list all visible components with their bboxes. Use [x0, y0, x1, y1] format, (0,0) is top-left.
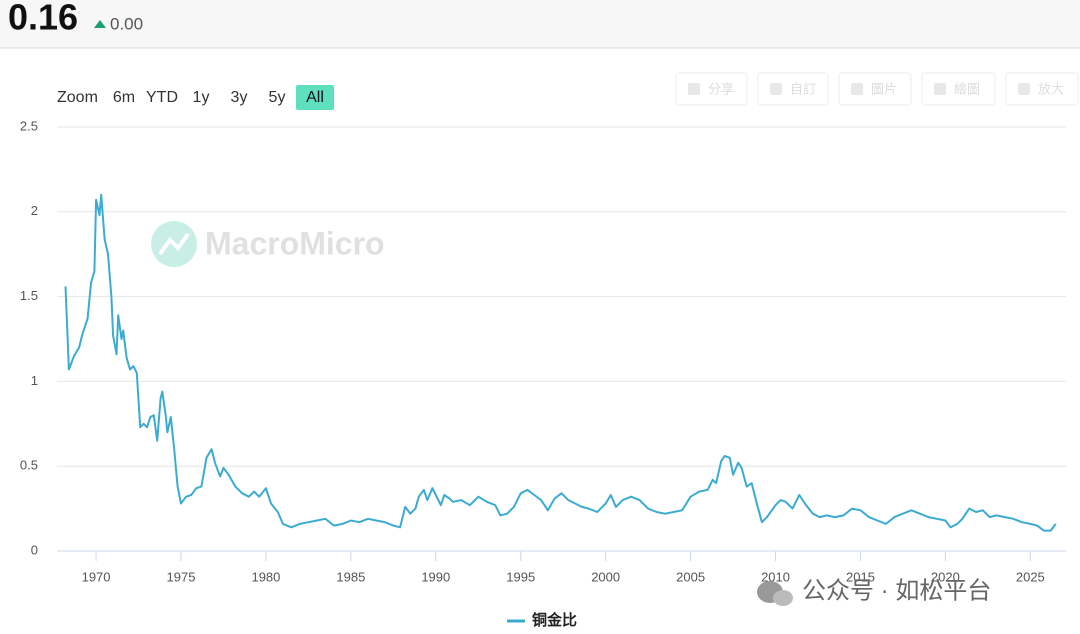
x-tick-label: 2015: [846, 569, 875, 584]
toolbar-button[interactable]: [675, 72, 748, 106]
x-tick-label: 2010: [761, 569, 790, 584]
y-tick-label: 1: [31, 373, 38, 388]
toolbar-icon: [1018, 83, 1030, 95]
toolbar-button[interactable]: [1005, 72, 1079, 106]
range-button[interactable]: 3y: [231, 89, 248, 106]
toolbar-icon: [851, 83, 863, 95]
range-button-bg[interactable]: [296, 85, 334, 110]
toolbar-icon: [688, 83, 700, 95]
x-tick-label: 2005: [676, 569, 705, 584]
range-button[interactable]: 6m: [113, 89, 135, 106]
x-tick-label: 1990: [421, 569, 450, 584]
toolbar-label[interactable]: 自訂: [790, 81, 816, 96]
toolbar-button[interactable]: [921, 72, 996, 106]
watermark-logo: MacroMicro: [151, 221, 385, 267]
x-tick-label: 2000: [591, 569, 620, 584]
y-tick-label: 0.5: [20, 458, 38, 473]
watermark-text: MacroMicro: [205, 225, 385, 261]
logo-icon: [158, 232, 190, 256]
data-line: [64, 193, 1057, 532]
toolbar-icon: [770, 83, 782, 95]
x-tick-label: 1995: [506, 569, 535, 584]
range-button[interactable]: 1y: [193, 89, 210, 106]
wechat-watermark: 公众号 · 如松平台: [757, 577, 991, 606]
toolbar-label[interactable]: 繪圖: [954, 81, 980, 96]
toolbar-label[interactable]: 分享: [708, 81, 734, 96]
toolbar-button[interactable]: [838, 72, 912, 106]
x-tick-label: 2020: [931, 569, 960, 584]
y-tick-label: 2.5: [20, 118, 38, 133]
header-bg: [0, 0, 1080, 48]
zoom-label: Zoom: [57, 89, 98, 106]
toolbar: 分享 自訂 圖片 繪圖 放大: [675, 72, 1079, 106]
toolbar-label[interactable]: 放大: [1038, 81, 1064, 96]
x-tick-label: 1985: [336, 569, 365, 584]
toolbar-label[interactable]: 圖片: [871, 81, 897, 96]
x-tick-label: 1980: [251, 569, 280, 584]
x-tick-label: 2025: [1016, 569, 1045, 584]
range-buttons: 6m YTD 1y 3y 5y All: [113, 85, 334, 110]
range-button[interactable]: 5y: [269, 89, 286, 106]
x-tick-label: 1975: [167, 569, 196, 584]
wechat-icon: [773, 590, 793, 606]
y-tick-label: 0: [31, 542, 38, 557]
y-tick-label: 2: [31, 203, 38, 218]
range-button[interactable]: YTD: [146, 89, 178, 106]
current-value: 0.16: [8, 0, 78, 38]
up-arrow: [94, 20, 106, 28]
x-tick-label: 1970: [82, 569, 111, 584]
plot: 0 0.5 1 1.5 2 2.5 1970 1975 1980 1985 1990 1995 2000…: [20, 118, 1066, 584]
change-value: 0.00: [110, 14, 143, 33]
y-tick-label: 1.5: [20, 288, 38, 303]
logo-circle: [151, 221, 197, 267]
range-button[interactable]: All: [306, 89, 324, 106]
toolbar-icon: [934, 83, 946, 95]
wechat-text: 公众号 · 如松平台: [802, 577, 991, 604]
legend-label[interactable]: 铜金比: [532, 611, 577, 629]
toolbar-button[interactable]: [757, 72, 829, 106]
